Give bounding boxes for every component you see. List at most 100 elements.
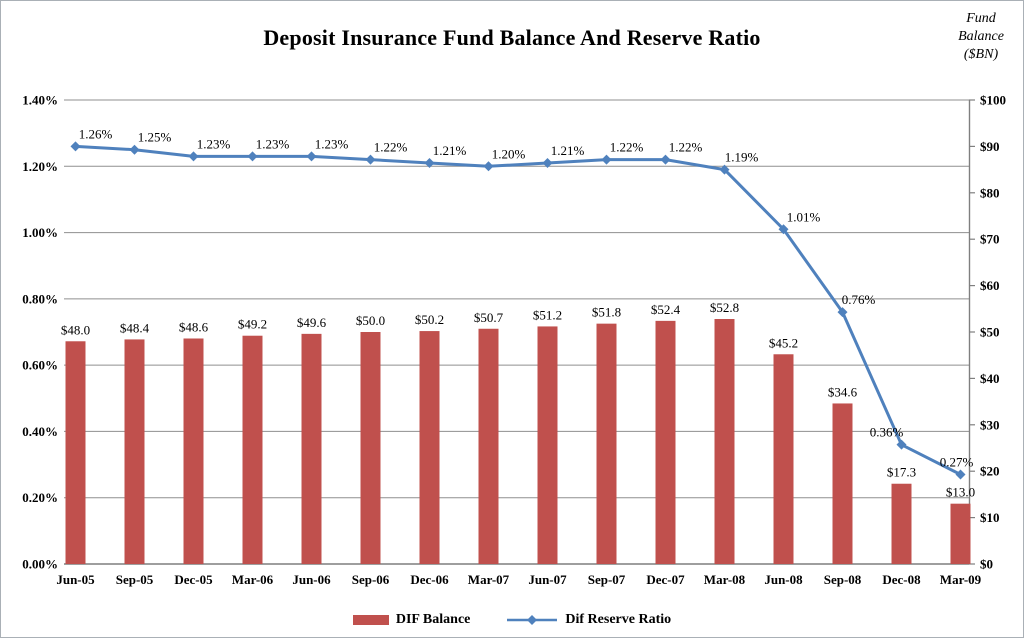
left-axis-tick-label: 0.20%	[22, 490, 58, 505]
x-axis-tick-label: Sep-06	[352, 572, 390, 587]
line-value-label: 1.23%	[197, 136, 231, 151]
bar	[537, 326, 558, 564]
line-marker-diamond	[306, 151, 317, 162]
line-marker-diamond	[129, 144, 140, 155]
line-value-label: 1.22%	[669, 140, 703, 155]
bar-value-label: $49.2	[238, 317, 267, 332]
bar	[891, 483, 912, 564]
bar	[950, 503, 971, 564]
legend-item-reserve-ratio: Dif Reserve Ratio	[506, 612, 671, 628]
right-axis-title: Fund Balance ($BN)	[943, 10, 1019, 64]
right-axis-tick-label: $0	[980, 557, 993, 572]
x-axis-tick-label: Jun-06	[292, 572, 331, 587]
line-marker-diamond	[778, 224, 789, 235]
bar-value-label: $48.4	[120, 320, 150, 335]
right-axis-tick-label: $40	[980, 371, 1000, 386]
bar-value-label: $45.2	[769, 335, 798, 350]
line-value-label: 1.21%	[433, 143, 467, 158]
line-value-label: 1.01%	[787, 209, 821, 224]
bar	[242, 335, 263, 564]
x-axis-tick-label: Jun-07	[528, 572, 567, 587]
right-axis-tick-label: $20	[980, 464, 1000, 479]
bar	[183, 338, 204, 564]
line-marker-diamond	[719, 164, 730, 175]
line-value-label: 1.25%	[138, 130, 172, 145]
bar-value-label: $48.0	[61, 322, 90, 337]
line-value-label: 0.27%	[940, 455, 974, 470]
bar	[714, 319, 735, 564]
line-marker-diamond	[247, 151, 258, 162]
bar	[301, 333, 322, 564]
right-axis-tick-label: $80	[980, 185, 1000, 200]
left-axis-tick-label: 1.20%	[22, 159, 58, 174]
line-marker-diamond	[424, 157, 435, 168]
line-value-label: 1.22%	[610, 140, 644, 155]
line-value-label: 0.76%	[842, 292, 876, 307]
bar	[832, 403, 853, 564]
bar	[478, 328, 499, 564]
bar	[65, 341, 86, 564]
line-marker-diamond	[601, 154, 612, 165]
line-value-label: 1.26%	[79, 126, 113, 141]
left-axis-tick-label: 0.60%	[22, 358, 58, 373]
left-axis-tick-label: 1.40%	[22, 93, 58, 108]
bar-value-label: $50.0	[356, 313, 385, 328]
x-axis-tick-label: Dec-08	[882, 572, 921, 587]
x-axis-tick-label: Dec-07	[646, 572, 685, 587]
right-axis-tick-label: $100	[980, 93, 1006, 108]
x-axis-tick-label: Dec-05	[174, 572, 213, 587]
right-axis-tick-label: $50	[980, 325, 1000, 340]
line-value-label: 1.20%	[492, 146, 526, 161]
line-marker-diamond	[483, 161, 494, 172]
right-axis-tick-label: $30	[980, 417, 1000, 432]
right-axis-tick-label: $60	[980, 278, 1000, 293]
bar	[360, 332, 381, 564]
x-axis-tick-label: Sep-05	[116, 572, 154, 587]
bar-value-label: $52.4	[651, 302, 681, 317]
bar-value-label: $50.7	[474, 310, 504, 325]
line-value-label: 1.22%	[374, 140, 408, 155]
bar	[773, 354, 794, 564]
x-axis-tick-label: Dec-06	[410, 572, 449, 587]
line-marker-diamond	[660, 154, 671, 165]
right-axis-title-line: ($BN)	[963, 46, 999, 62]
x-axis-tick-label: Jun-05	[56, 572, 95, 587]
left-axis-tick-label: 0.40%	[22, 424, 58, 439]
line-diamond-swatch-icon	[507, 615, 558, 625]
legend-label-reserve-ratio: Dif Reserve Ratio	[565, 612, 672, 627]
bar-value-label: $52.8	[710, 300, 739, 315]
x-axis-tick-label: Mar-08	[704, 572, 746, 587]
right-axis-tick-label: $10	[980, 510, 1000, 525]
bar	[419, 331, 440, 564]
legend-label-dif-balance: DIF Balance	[395, 612, 471, 627]
bar-value-label: $34.6	[828, 384, 858, 399]
left-axis-tick-label: 0.00%	[22, 557, 58, 572]
bar-swatch-icon	[352, 615, 389, 625]
line-value-label: 1.21%	[551, 143, 585, 158]
line-marker-diamond	[70, 141, 81, 152]
bar-value-label: $51.8	[592, 305, 621, 320]
right-axis-tick-label: $90	[980, 139, 1000, 154]
bar	[655, 320, 676, 564]
line-value-label: 1.23%	[256, 136, 290, 151]
bar	[124, 339, 145, 564]
line-marker-diamond	[955, 469, 966, 480]
bar-value-label: $50.2	[415, 312, 444, 327]
bar-value-label: $51.2	[533, 307, 562, 322]
bar-value-label: $13.0	[946, 485, 975, 500]
line-value-label: 1.23%	[315, 136, 349, 151]
line-marker-diamond	[365, 154, 376, 165]
bar-value-label: $48.6	[179, 319, 209, 334]
x-axis-tick-label: Jun-08	[764, 572, 803, 587]
x-axis-tick-label: Mar-09	[940, 572, 982, 587]
right-axis-title-line: Balance	[958, 28, 1004, 44]
line-marker-diamond	[837, 307, 848, 318]
line-marker-diamond	[896, 439, 907, 450]
bar	[596, 323, 617, 564]
x-axis-tick-label: Mar-06	[232, 572, 274, 587]
left-axis-tick-label: 0.80%	[22, 291, 58, 306]
line-value-label: 1.19%	[725, 150, 759, 165]
line-value-label: 0.36%	[870, 425, 904, 440]
